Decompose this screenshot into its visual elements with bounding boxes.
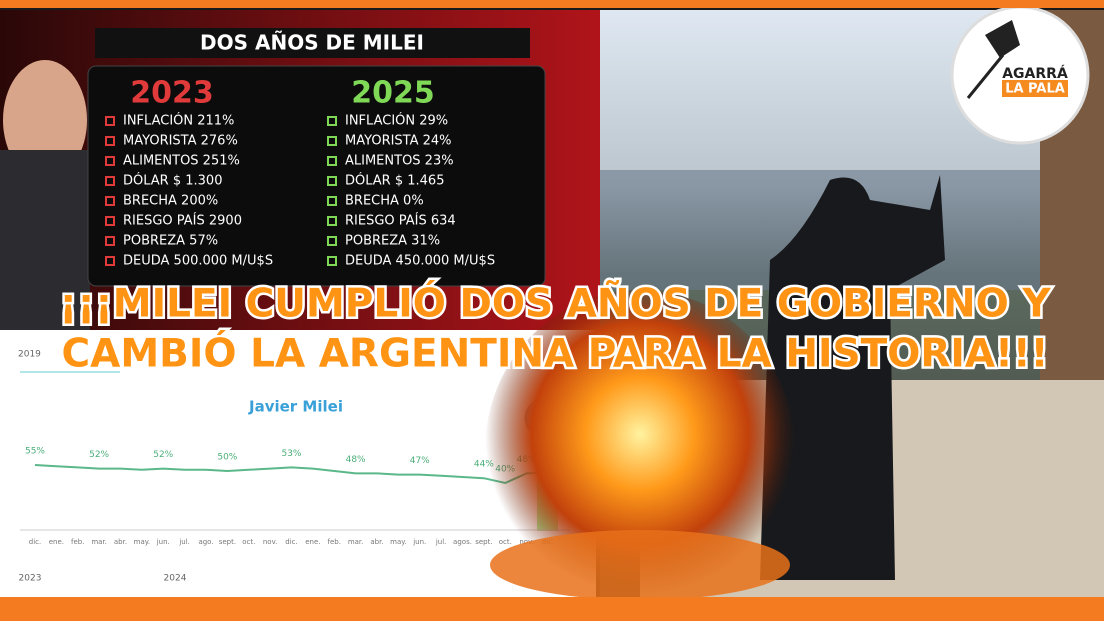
bullet: [327, 196, 337, 206]
month-label: mar.: [91, 538, 107, 546]
value-label: 53%: [281, 449, 301, 459]
bullet: [327, 116, 337, 126]
portrait-suit: [0, 150, 90, 330]
bullet: [327, 256, 337, 266]
month-label: nov.: [263, 538, 278, 546]
month-label: oct.: [499, 538, 512, 546]
stat-item: DEUDA 450.000 M/U$S: [345, 254, 495, 269]
bullet: [105, 236, 115, 246]
month-label: dic.: [29, 538, 41, 546]
month-label: ago.: [198, 538, 213, 546]
chart-title: Javier Milei: [248, 398, 343, 416]
year-2023: 2023: [130, 76, 214, 111]
bullet: [327, 216, 337, 226]
explosion-base: [490, 530, 790, 600]
stat-item: INFLACIÓN 29%: [345, 113, 448, 129]
value-label: 52%: [89, 450, 109, 460]
bullet: [327, 236, 337, 246]
stat-item: POBREZA 57%: [123, 234, 218, 249]
approval-chart: dic. ene. feb. mar. abr. may. jun. jul. ago. sept…: [19, 447, 559, 584]
bullet: [105, 256, 115, 266]
logo-text: LA PALA: [1005, 82, 1065, 97]
month-label: mar.: [348, 538, 364, 546]
bullet: [105, 176, 115, 186]
month-label: agos.: [453, 538, 472, 546]
headline-line: CAMBIÓ LA ARGENTINA PARA LA HISTORIA!!!: [62, 330, 1049, 377]
bullet: [105, 116, 115, 126]
stat-item: DÓLAR $ 1.300: [123, 173, 222, 189]
stat-item: RIESGO PAÍS 634: [345, 213, 456, 229]
value-label: 48%: [346, 455, 366, 465]
month-label: sept.: [219, 538, 236, 546]
president-figure: [760, 175, 945, 580]
bullet: [105, 216, 115, 226]
explosion: [485, 290, 795, 610]
bullet: [327, 176, 337, 186]
stat-item: DÓLAR $ 1.465: [345, 173, 444, 189]
month-label: may.: [134, 538, 150, 546]
month-label: oct.: [242, 538, 255, 546]
stat-item: MAYORISTA 276%: [123, 134, 238, 149]
month-label: feb.: [71, 538, 84, 546]
shovel-handle: [966, 54, 1005, 99]
logo-text: AGARRÁ: [1002, 65, 1068, 82]
approval-line: [34, 464, 549, 485]
month-label: may.: [390, 538, 406, 546]
stat-item: INFLACIÓN 211%: [123, 113, 234, 129]
title-bar: [95, 28, 530, 58]
stat-item: MAYORISTA 24%: [345, 134, 452, 149]
stat-item: RIESGO PAÍS 2900: [123, 213, 242, 229]
bullet: [105, 196, 115, 206]
bullet: [105, 136, 115, 146]
headline-line: ¡¡¡MILEI CUMPLIÓ DOS AÑOS DE GOBIERNO Y: [59, 280, 1051, 327]
stat-item: BRECHA 0%: [345, 194, 424, 209]
month-label: dic.: [285, 538, 297, 546]
value-label: 50%: [217, 453, 237, 463]
value-label: 55%: [25, 447, 45, 457]
year-label: 2023: [19, 574, 42, 584]
stat-item: ALIMENTOS 251%: [123, 154, 240, 169]
month-label: ene.: [305, 538, 320, 546]
value-label: 44%: [474, 460, 494, 470]
month-label: sept.: [475, 538, 492, 546]
bullet: [327, 156, 337, 166]
stat-item: BRECHA 200%: [123, 194, 218, 209]
month-label: abr.: [114, 538, 127, 546]
top-year: 2019: [18, 350, 41, 360]
stat-item: ALIMENTOS 23%: [345, 154, 454, 169]
month-label: jul.: [435, 538, 447, 546]
value-label: 52%: [153, 450, 173, 460]
month-label: jun.: [412, 538, 426, 546]
shovel: [985, 20, 1020, 58]
month-label: jul.: [178, 538, 190, 546]
value-label: 47%: [410, 456, 430, 466]
year-2025: 2025: [351, 76, 435, 111]
stat-item: DEUDA 500.000 M/U$S: [123, 254, 273, 269]
year-label: 2024: [164, 574, 187, 584]
panel-title: DOS AÑOS DE MILEI: [200, 31, 424, 55]
month-label: jun.: [156, 538, 170, 546]
month-label: abr.: [370, 538, 383, 546]
top-border: [0, 0, 1104, 8]
bottom-bar: [0, 597, 1104, 621]
month-label: ene.: [49, 538, 64, 546]
stat-item: POBREZA 31%: [345, 234, 440, 249]
bullet: [327, 136, 337, 146]
bullet: [105, 156, 115, 166]
stats-box: [87, 65, 546, 287]
logo-tag: [1002, 80, 1068, 97]
month-label: feb.: [328, 538, 341, 546]
